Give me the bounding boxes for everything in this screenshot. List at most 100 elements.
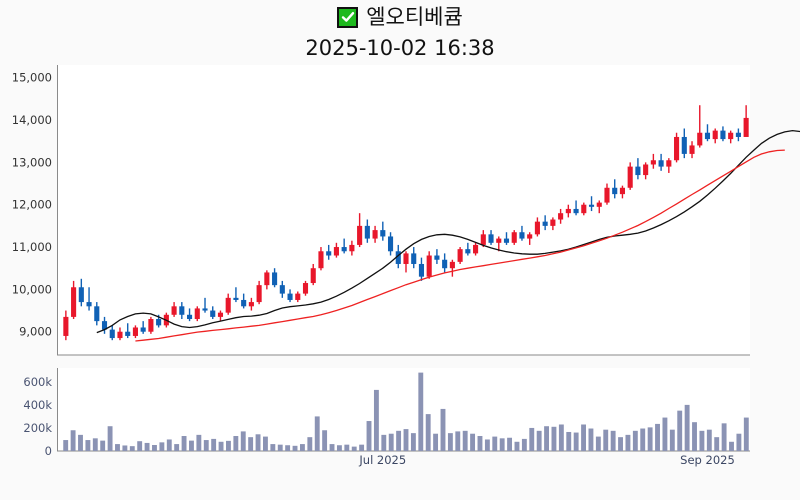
price-tick-label: 11,000 (12, 240, 52, 254)
candle-body (318, 251, 324, 269)
candle-body (712, 130, 718, 140)
candle-wick (498, 236, 500, 252)
candle-body (612, 187, 618, 195)
volume-bar (78, 434, 83, 451)
volume-bar (107, 426, 113, 451)
volume-bar (721, 423, 727, 451)
candle-body (473, 244, 479, 254)
volume-bar (292, 445, 298, 451)
price-tick-label: 15,000 (12, 71, 52, 85)
volume-bar (203, 440, 209, 451)
candle-body (171, 306, 177, 315)
moving-average-short-line (96, 129, 800, 334)
candle-body (225, 297, 231, 313)
candle-body (643, 164, 649, 176)
volume-bar (507, 437, 513, 451)
volume-bar (70, 430, 76, 451)
candle-body (148, 319, 154, 332)
candle-body (233, 297, 239, 300)
candle-body (689, 145, 695, 154)
volume-bar (632, 430, 638, 451)
candle-body (503, 238, 510, 243)
candle-body (210, 310, 216, 317)
volume-bar (277, 444, 283, 451)
candle-body (658, 160, 664, 167)
volume-bar (307, 437, 313, 451)
candle-body (457, 249, 463, 262)
volume-bar (425, 414, 431, 451)
volume-bar (470, 433, 476, 451)
volume-bar (729, 441, 734, 451)
candle-body (681, 136, 687, 154)
volume-bar (544, 426, 550, 451)
candle-body (635, 166, 641, 176)
candle-body (411, 253, 417, 264)
candle-body (364, 225, 370, 239)
candle-wick (204, 297, 206, 313)
volume-bar (714, 437, 720, 451)
candlestick-series (63, 105, 749, 341)
candle-body (279, 285, 285, 294)
candle-body (380, 230, 386, 237)
volume-panel-background (57, 368, 750, 451)
volume-bar (329, 444, 335, 451)
volume-bar (85, 440, 91, 451)
candle-body (101, 321, 108, 330)
date-tick-label: Jul 2025 (358, 453, 406, 467)
candle-body (326, 251, 332, 256)
candle-body (650, 160, 656, 165)
candle-body (434, 255, 440, 260)
timestamp-label: 2025-10-02 16:38 (305, 36, 495, 60)
volume-tick-label: 200k (23, 421, 52, 435)
price-tick-label: 9,000 (19, 325, 52, 339)
candle-body (527, 234, 533, 239)
volume-bar (189, 440, 194, 451)
candle-body (109, 329, 115, 339)
candle-body (302, 283, 309, 294)
volume-bar (529, 427, 535, 451)
volume-bar (373, 389, 379, 451)
volume-bar (122, 445, 128, 451)
volume-series (63, 372, 749, 451)
volume-bar (92, 438, 98, 451)
candle-body (349, 244, 355, 252)
candle-body (565, 208, 571, 214)
candle-body (465, 249, 471, 254)
candle-body (666, 160, 672, 167)
candle-body (94, 306, 100, 322)
candle-body (295, 293, 301, 300)
volume-bar (381, 434, 387, 451)
candle-body (194, 308, 200, 320)
candle-body (442, 259, 448, 269)
volume-bar (492, 436, 498, 451)
candle-wick (590, 196, 593, 212)
price-tick-label: 13,000 (12, 155, 52, 169)
volume-bar (218, 441, 224, 451)
volume-bar (240, 431, 246, 451)
volume-bar (396, 430, 402, 451)
volume-bar (514, 441, 520, 451)
volume-bar (129, 446, 135, 451)
volume-bar (181, 436, 187, 451)
candle-wick (575, 200, 577, 216)
volume-bar (566, 431, 572, 451)
candle-body (720, 130, 726, 140)
volume-bar (144, 442, 150, 451)
volume-bar (351, 446, 357, 451)
date-axis-ticks: Jul 2025 Sep 2025 (358, 453, 734, 467)
page-title: 엘오티베큠 (366, 4, 463, 29)
volume-bar (677, 410, 683, 451)
volume-bar (440, 408, 446, 451)
price-panel-background (57, 65, 750, 355)
volume-bar (285, 445, 291, 451)
candle-body (728, 132, 734, 140)
check-box-checked-icon[interactable] (337, 6, 359, 28)
chart-header: 엘오티베큠 2025-10-02 16:38 (0, 0, 800, 62)
volume-bar (462, 430, 468, 451)
volume-bar (433, 433, 439, 451)
price-tick-label: 12,000 (12, 198, 52, 212)
candle-body (78, 287, 84, 303)
candle-body (333, 247, 339, 256)
volume-bar (314, 416, 320, 451)
volume-bar (299, 444, 305, 451)
